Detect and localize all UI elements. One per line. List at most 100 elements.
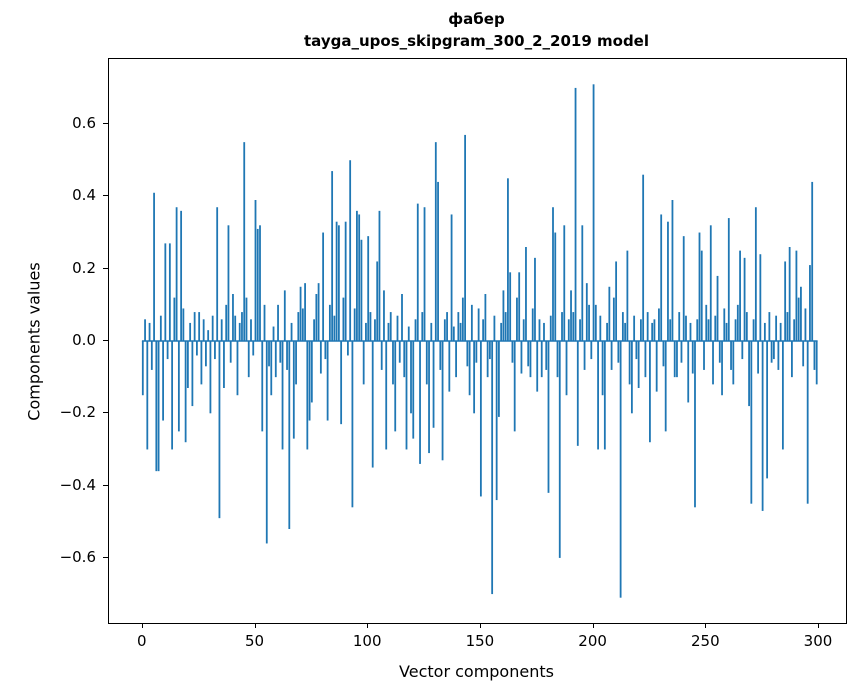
bar	[432, 341, 435, 428]
bar	[150, 341, 153, 370]
bar	[522, 319, 525, 341]
y-tick-label: 0.2	[72, 258, 96, 277]
bar	[793, 319, 796, 341]
bar	[236, 341, 239, 396]
bar	[196, 341, 198, 356]
bar	[549, 315, 552, 341]
bar	[416, 203, 419, 341]
y-tick-mark	[103, 195, 108, 197]
bar	[579, 319, 581, 341]
bar	[421, 312, 424, 341]
bar	[518, 272, 521, 341]
bar	[367, 236, 370, 341]
bar	[781, 341, 784, 450]
bar	[770, 341, 773, 363]
bar	[299, 286, 302, 341]
bar	[538, 319, 541, 341]
bar	[804, 308, 807, 341]
bar	[157, 341, 160, 472]
bar	[403, 341, 406, 378]
bar	[371, 341, 374, 468]
bar	[703, 341, 705, 370]
bar	[491, 341, 494, 595]
y-tick-mark	[103, 340, 108, 341]
bar	[207, 330, 210, 341]
bar	[385, 341, 388, 450]
bar	[479, 341, 482, 497]
bar	[576, 341, 579, 446]
bar	[180, 210, 183, 341]
bar	[752, 319, 755, 341]
bar	[525, 247, 527, 341]
bar	[268, 341, 270, 367]
bar	[277, 304, 279, 341]
bar	[768, 312, 771, 341]
bar	[466, 341, 469, 367]
bar	[500, 322, 503, 341]
bar	[401, 294, 403, 341]
bar	[712, 341, 714, 385]
bar	[748, 341, 750, 407]
bar	[360, 239, 363, 341]
x-tick-label: 250	[690, 632, 720, 650]
bar	[552, 207, 554, 341]
bar	[200, 341, 203, 385]
bar	[247, 341, 250, 378]
bar	[766, 341, 769, 479]
bar	[610, 341, 613, 370]
bar	[356, 210, 358, 341]
y-tick-label: 0.0	[72, 331, 96, 349]
bar	[723, 308, 726, 341]
y-tick-label: −0.2	[59, 403, 96, 422]
bar	[141, 341, 144, 396]
bar	[347, 341, 349, 356]
bar	[419, 341, 421, 464]
bar	[498, 341, 500, 417]
bar	[306, 341, 309, 450]
bar	[725, 322, 728, 341]
bar	[660, 214, 663, 341]
bar	[245, 297, 248, 341]
bar	[714, 315, 717, 341]
bar	[513, 341, 516, 432]
bar	[797, 297, 800, 341]
bar	[259, 225, 261, 341]
bar	[788, 247, 791, 341]
bar	[441, 341, 444, 461]
bar	[340, 341, 343, 425]
bar	[290, 322, 293, 341]
y-tick-mark	[103, 412, 108, 414]
bar	[705, 304, 708, 341]
bar	[227, 225, 230, 341]
bar	[331, 171, 334, 341]
bar	[335, 221, 338, 341]
bar	[558, 341, 561, 558]
bar	[281, 341, 284, 450]
bar	[495, 341, 498, 501]
bar	[202, 319, 205, 341]
bar	[473, 341, 476, 414]
bar	[750, 341, 753, 504]
bar	[754, 207, 757, 341]
bar	[484, 294, 487, 341]
bar	[398, 341, 401, 363]
bar	[272, 326, 275, 341]
bar	[707, 319, 710, 341]
x-tick-mark	[818, 623, 819, 628]
bar	[642, 174, 645, 341]
bar	[813, 341, 816, 370]
x-tick-label: 100	[352, 632, 382, 650]
bar	[317, 283, 320, 341]
bar	[531, 308, 534, 341]
bar	[349, 160, 352, 341]
bar	[254, 200, 257, 341]
bar	[241, 312, 243, 341]
bar	[718, 341, 721, 363]
bar	[606, 322, 608, 341]
bar	[189, 322, 192, 341]
bar	[583, 341, 586, 370]
bar	[351, 341, 354, 508]
bar	[743, 257, 746, 341]
bar	[146, 341, 149, 450]
bar	[640, 319, 642, 341]
